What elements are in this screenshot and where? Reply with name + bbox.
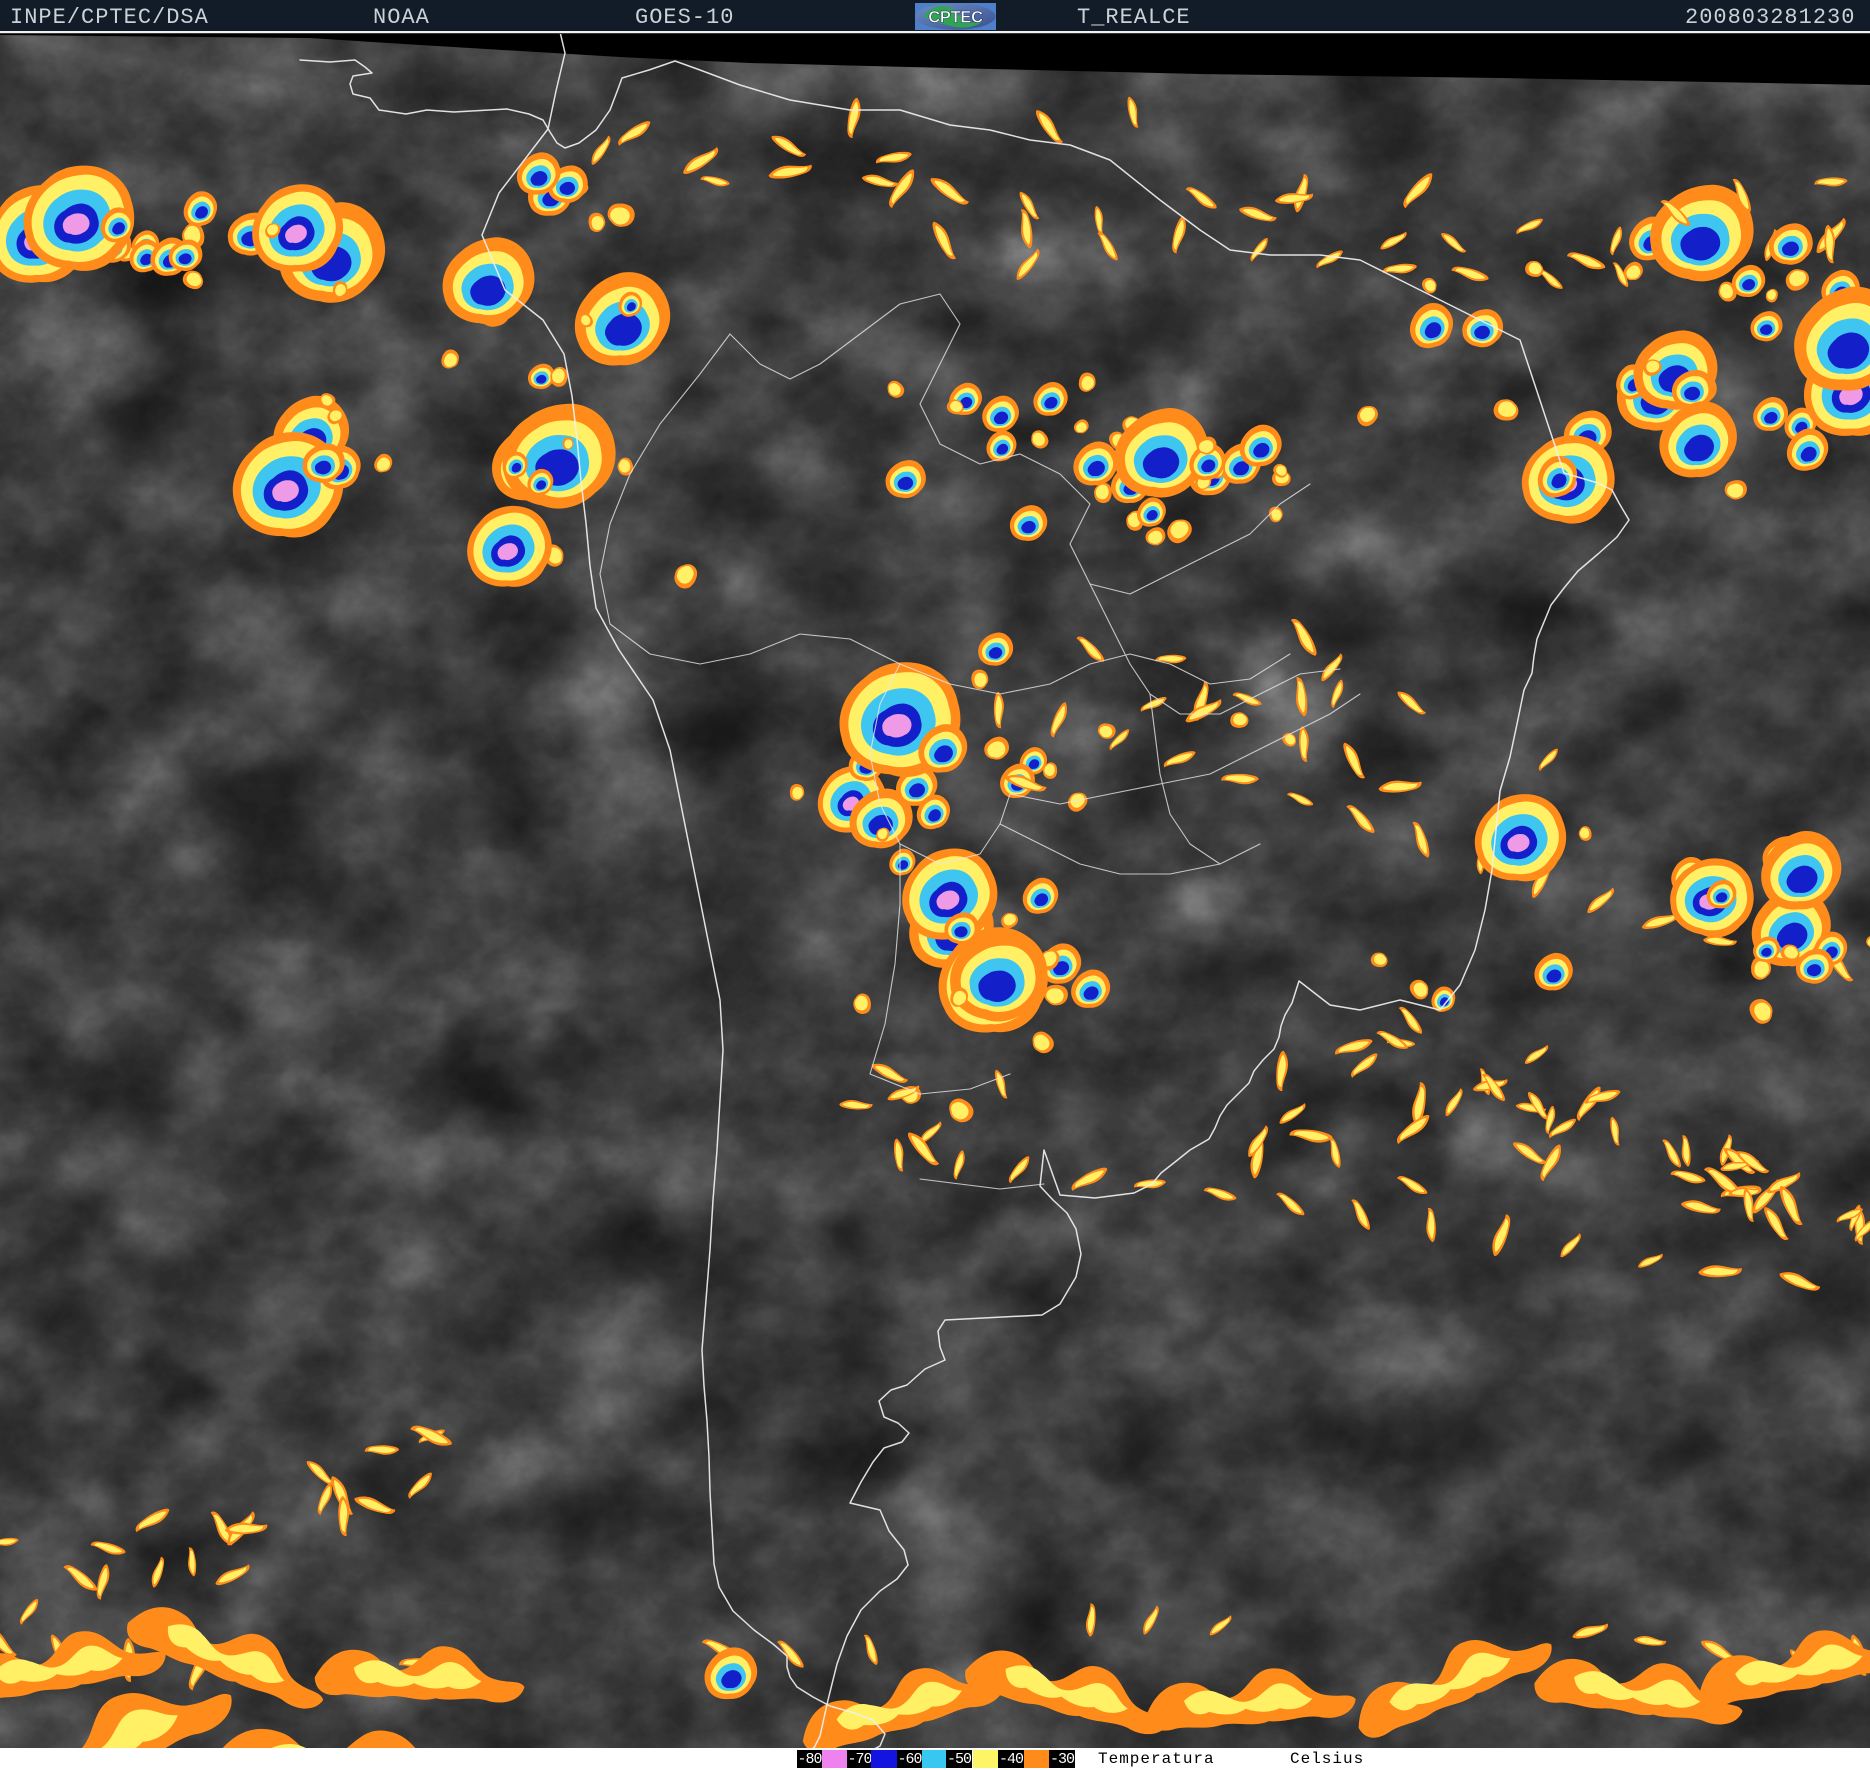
svg-text:CPTEC: CPTEC (928, 9, 983, 27)
